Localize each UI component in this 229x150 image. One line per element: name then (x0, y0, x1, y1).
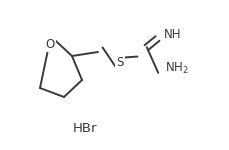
Text: HBr: HBr (72, 122, 97, 135)
Text: O: O (45, 39, 55, 51)
Text: NH$_2$: NH$_2$ (164, 60, 188, 76)
Text: S: S (116, 56, 123, 69)
Text: NH: NH (163, 27, 181, 40)
